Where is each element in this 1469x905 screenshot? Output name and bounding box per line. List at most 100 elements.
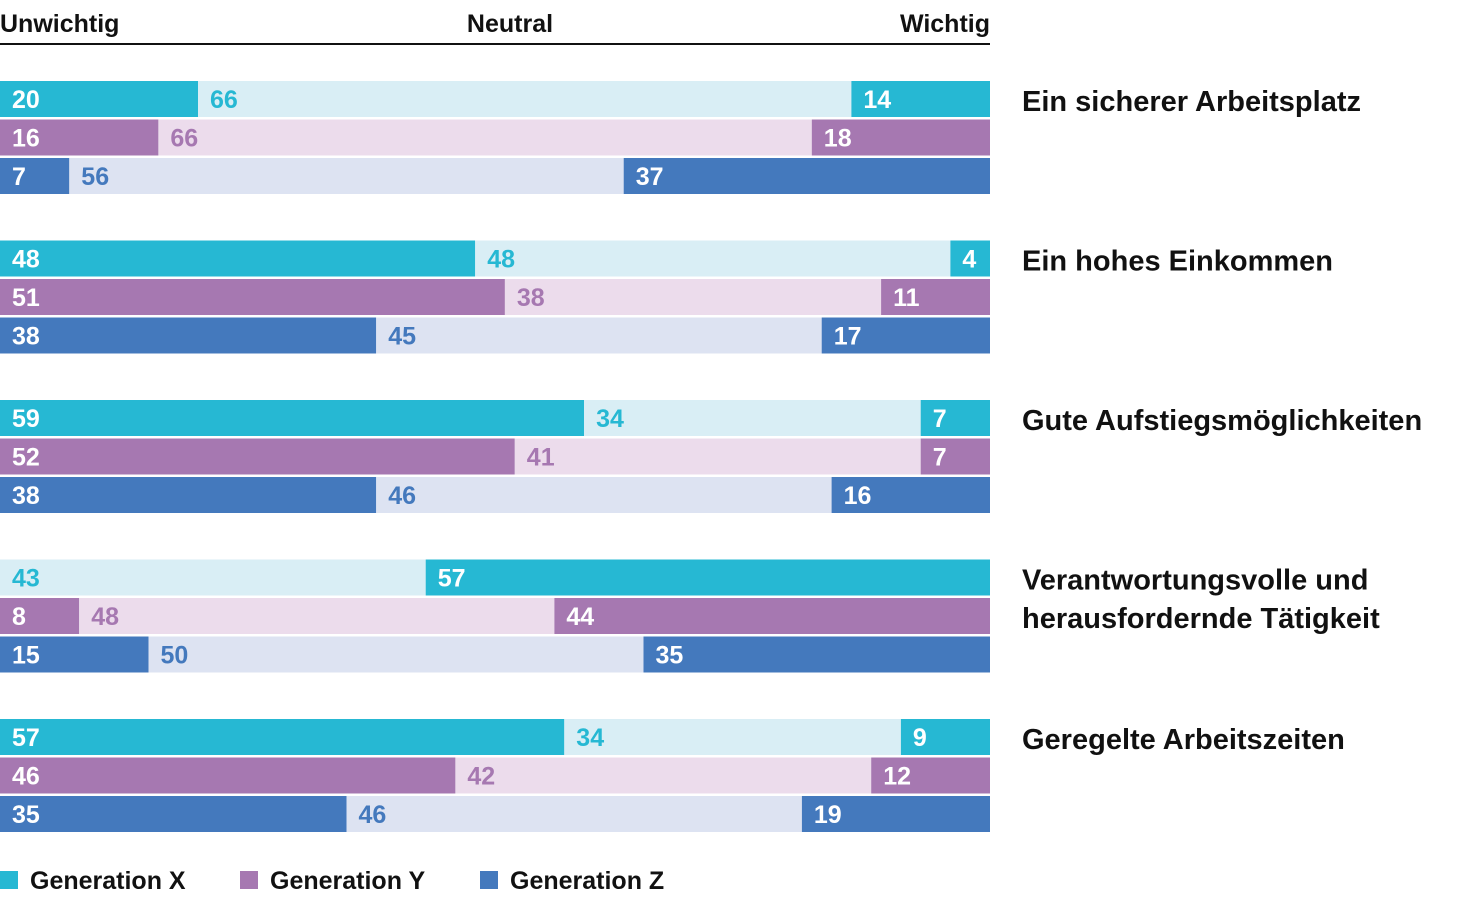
bar-generation-y-neutral-cat4 [79,598,555,634]
bar-generation-x-wichtig-cat4 [425,559,990,596]
bar-generation-y-wichtig-cat1 [811,119,990,156]
legend-label-generation-x: Generation X [30,867,186,895]
value-label-generation-y-neutral-cat4: 48 [91,603,119,631]
value-label-generation-x-wichtig-cat2: 4 [962,246,976,274]
bar-generation-x-wichtig-cat2 [950,240,990,277]
bars-group: 20 66 14 16 66 18 7 56 37 48 48 4 51 38 11 38 45 17 59 34 7 5… [0,81,990,832]
value-label-generation-z-neutral-cat3: 46 [388,482,416,510]
bar-generation-x-neutral-cat4 [0,559,426,596]
value-label-generation-x-unwichtig-cat1: 20 [12,86,40,114]
value-label-generation-x-neutral-cat3: 34 [596,405,624,433]
scale-label-unwichtig: Unwichtig [0,10,119,38]
value-label-generation-y-wichtig-cat3: 7 [933,444,947,472]
scale-label-neutral: Neutral [467,10,553,38]
value-label-generation-x-neutral-cat4: 43 [12,565,40,593]
category-label-2: Ein hohes Einkommen [1022,246,1333,278]
legend: Generation X Generation Y Generation Z [0,867,664,895]
bar-generation-x-neutral-cat2 [475,240,951,277]
bar-generation-z-neutral-cat1 [69,158,624,194]
value-label-generation-z-neutral-cat5: 46 [359,801,387,829]
category-label-3: Gute Aufstiegsmöglichkeiten [1022,405,1422,437]
value-label-generation-y-neutral-cat5: 42 [467,763,495,791]
bar-generation-z-wichtig-cat1 [623,158,990,194]
bar-generation-y-neutral-cat2 [504,279,882,315]
value-label-generation-y-wichtig-cat2: 11 [893,284,920,312]
value-label-generation-z-unwichtig-cat5: 35 [12,801,40,829]
bar-generation-y-neutral-cat1 [158,119,812,156]
bar-generation-x-unwichtig-cat5 [0,719,565,755]
value-label-generation-z-neutral-cat1: 56 [81,163,109,191]
scale-label-wichtig: Wichtig [900,10,990,38]
bar-generation-x-unwichtig-cat3 [0,400,585,436]
value-label-generation-z-unwichtig-cat1: 7 [12,163,26,191]
bar-generation-y-unwichtig-cat1 [0,119,159,156]
bar-generation-y-wichtig-cat5 [871,757,990,794]
legend-swatch-generation-y [240,871,258,889]
category-label-4-line1: Verantwortungsvolle und [1022,565,1368,597]
bar-generation-z-neutral-cat4 [148,636,644,673]
bar-generation-z-neutral-cat3 [376,477,832,513]
category-label-1: Ein sicherer Arbeitsplatz [1022,86,1361,118]
bar-generation-y-wichtig-cat4 [554,598,990,634]
bar-generation-x-wichtig-cat1 [851,81,990,117]
value-label-generation-y-neutral-cat2: 38 [517,284,545,312]
value-label-generation-z-wichtig-cat1: 37 [636,163,664,191]
category-label-4-line2: herausfordernde Tätigkeit [1022,603,1380,635]
value-label-generation-z-neutral-cat4: 50 [161,642,189,670]
bar-generation-x-unwichtig-cat2 [0,240,476,277]
bar-generation-z-neutral-cat5 [346,796,802,832]
value-label-generation-y-unwichtig-cat5: 46 [12,763,40,791]
value-label-generation-z-neutral-cat2: 45 [388,323,416,351]
legend-label-generation-y: Generation Y [270,867,425,895]
value-label-generation-y-neutral-cat3: 41 [527,444,555,472]
bar-generation-x-neutral-cat5 [564,719,901,755]
bar-generation-y-wichtig-cat2 [881,279,990,315]
bar-generation-y-unwichtig-cat4 [0,598,80,634]
value-label-generation-y-neutral-cat1: 66 [170,125,198,153]
legend-swatch-generation-z [480,871,498,889]
bar-generation-z-unwichtig-cat3 [0,477,377,513]
category-labels-group: Ein sicherer Arbeitsplatz Ein hohes Einko… [1022,86,1422,756]
value-label-generation-y-wichtig-cat4: 44 [566,603,594,631]
value-label-generation-y-wichtig-cat1: 18 [824,125,852,153]
value-label-generation-x-wichtig-cat5: 9 [913,724,927,752]
value-label-generation-z-unwichtig-cat4: 15 [12,642,40,670]
bar-generation-z-unwichtig-cat2 [0,317,377,354]
value-label-generation-x-unwichtig-cat3: 59 [12,405,40,433]
value-label-generation-x-neutral-cat5: 34 [576,724,604,752]
bar-generation-z-wichtig-cat3 [831,477,990,513]
value-label-generation-z-wichtig-cat4: 35 [656,642,684,670]
bar-generation-x-unwichtig-cat1 [0,81,198,117]
value-label-generation-x-wichtig-cat4: 57 [438,565,466,593]
value-label-generation-x-wichtig-cat3: 7 [933,405,947,433]
bar-generation-y-wichtig-cat3 [920,438,990,475]
bar-generation-z-unwichtig-cat4 [0,636,149,673]
bar-generation-z-wichtig-cat5 [801,796,990,832]
value-label-generation-z-unwichtig-cat3: 38 [12,482,40,510]
bar-generation-x-neutral-cat3 [584,400,921,436]
value-label-generation-z-wichtig-cat2: 17 [834,323,862,351]
value-label-generation-x-wichtig-cat1: 14 [863,86,891,114]
value-label-generation-x-neutral-cat2: 48 [487,246,515,274]
value-label-generation-y-wichtig-cat5: 12 [883,763,911,791]
bar-generation-x-wichtig-cat3 [920,400,990,436]
value-label-generation-z-wichtig-cat5: 19 [814,801,842,829]
value-label-generation-y-unwichtig-cat2: 51 [12,284,40,312]
bar-generation-z-wichtig-cat4 [643,636,990,673]
legend-swatch-generation-x [0,871,18,889]
bar-generation-z-neutral-cat2 [376,317,822,354]
value-label-generation-x-neutral-cat1: 66 [210,86,238,114]
value-label-generation-x-unwichtig-cat2: 48 [12,246,40,274]
value-label-generation-x-unwichtig-cat5: 57 [12,724,40,752]
bar-generation-z-unwichtig-cat5 [0,796,347,832]
category-label-5: Geregelte Arbeitszeiten [1022,724,1345,756]
bar-generation-y-unwichtig-cat3 [0,438,515,475]
bar-generation-y-unwichtig-cat5 [0,757,456,794]
bar-generation-y-neutral-cat3 [514,438,921,475]
bar-generation-x-neutral-cat1 [198,81,852,117]
bar-generation-x-wichtig-cat5 [900,719,990,755]
value-label-generation-y-unwichtig-cat1: 16 [12,125,40,153]
bar-generation-z-wichtig-cat2 [821,317,990,354]
value-label-generation-z-unwichtig-cat2: 38 [12,323,40,351]
